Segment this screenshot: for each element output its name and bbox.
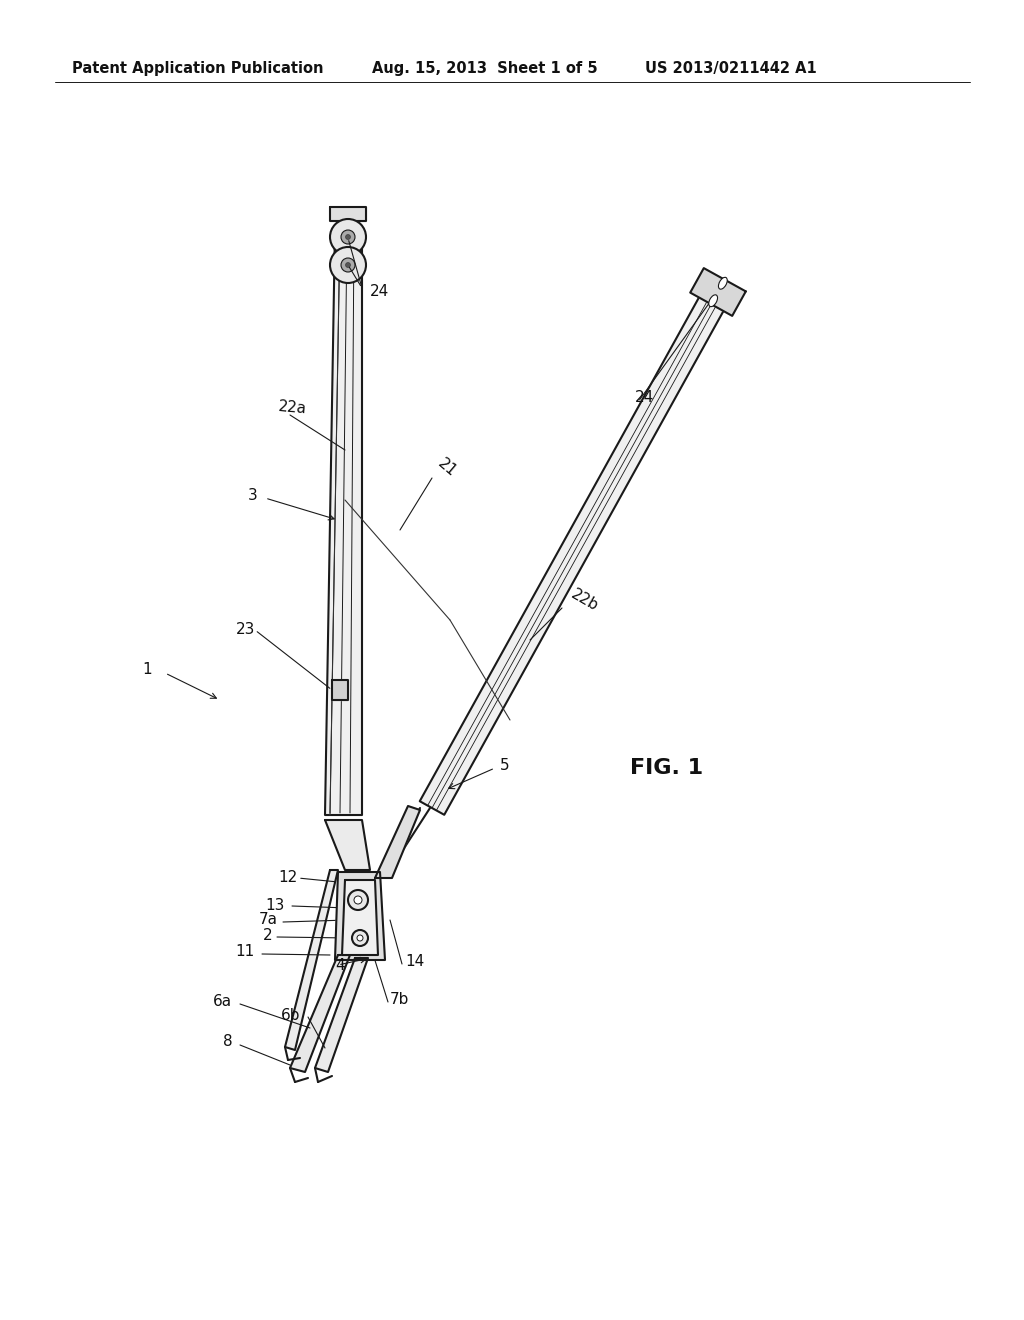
Polygon shape [325,228,362,814]
Text: 2: 2 [262,928,272,942]
Text: 7b: 7b [390,993,410,1007]
Polygon shape [332,680,348,700]
Circle shape [345,263,350,268]
Text: FIG. 1: FIG. 1 [630,758,703,777]
Ellipse shape [709,294,718,306]
Polygon shape [285,870,338,1049]
Circle shape [330,247,366,282]
Text: 14: 14 [406,954,424,969]
Text: 13: 13 [265,899,285,913]
Text: 22b: 22b [568,586,601,614]
Circle shape [330,219,366,255]
Text: US 2013/0211442 A1: US 2013/0211442 A1 [645,61,817,75]
Polygon shape [325,820,370,870]
Polygon shape [690,268,745,315]
Circle shape [345,235,350,239]
Polygon shape [375,807,420,878]
Circle shape [354,896,362,904]
Polygon shape [330,207,366,220]
Circle shape [352,931,368,946]
Circle shape [341,230,355,244]
Text: 6b: 6b [281,1007,300,1023]
Ellipse shape [719,277,727,289]
Text: 8: 8 [223,1035,233,1049]
Circle shape [348,890,368,909]
Circle shape [357,935,362,941]
Polygon shape [335,873,385,960]
Polygon shape [342,880,378,954]
Text: 24: 24 [635,391,654,405]
Text: 21: 21 [435,457,460,480]
Polygon shape [420,285,730,814]
Text: 11: 11 [236,945,255,960]
Text: 23: 23 [236,623,255,638]
Polygon shape [315,958,368,1072]
Text: 22a: 22a [278,399,308,417]
Text: 1: 1 [142,663,152,677]
Text: 3: 3 [248,487,258,503]
Circle shape [341,257,355,272]
Text: Aug. 15, 2013  Sheet 1 of 5: Aug. 15, 2013 Sheet 1 of 5 [372,61,598,75]
Text: 4: 4 [335,957,345,973]
Text: 12: 12 [279,870,298,886]
Text: 24: 24 [370,285,389,300]
Text: 5: 5 [500,758,510,772]
Text: 6a: 6a [213,994,232,1010]
Text: 7a: 7a [259,912,278,928]
Polygon shape [290,954,350,1072]
Text: Patent Application Publication: Patent Application Publication [72,61,324,75]
